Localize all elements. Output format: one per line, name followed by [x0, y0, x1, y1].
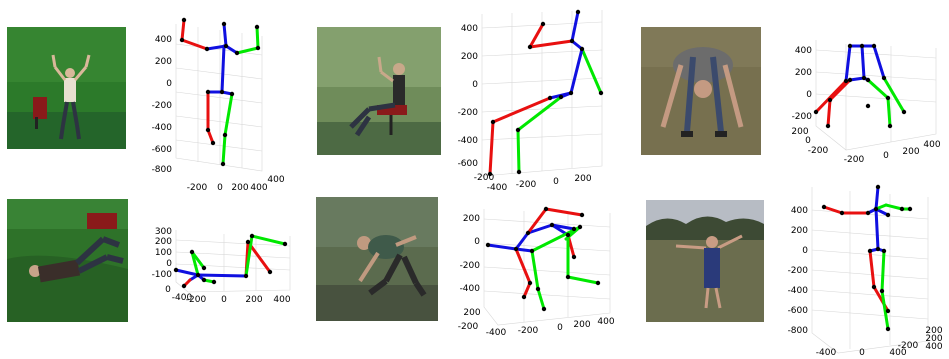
tick-label: 200 — [155, 57, 172, 67]
tick-label: -200 — [474, 173, 495, 183]
tick-label: -200 — [788, 266, 809, 276]
tick-label: 200 — [463, 214, 480, 224]
tick-label: -200 — [186, 295, 207, 305]
photo-row2-col3 — [646, 200, 764, 322]
tick-label: 0 — [859, 348, 865, 358]
tick-label: -400 — [458, 136, 479, 146]
skeleton-plot-row2-col2: 200 0 -200 -400 200 -200 -400 -200 0 200… — [450, 205, 620, 340]
tick-label: -600 — [152, 145, 173, 155]
tick-label: -200 — [458, 108, 479, 118]
tick-label: -400 — [460, 284, 481, 294]
tick-label: 400 — [889, 348, 906, 358]
skeleton-plot-row1-col3: 400 200 0 -200 200 0 -200 -200 0 200 400 — [786, 30, 949, 170]
tick-label: 400 — [791, 206, 808, 216]
tick-label: 400 — [267, 175, 284, 185]
tick-label: -800 — [788, 326, 809, 336]
tick-label: 400 — [273, 295, 290, 305]
tick-label: -200 — [844, 155, 865, 165]
photo-row2-col2 — [316, 197, 438, 321]
tick-label: 200 — [461, 52, 478, 62]
tick-label: 0 — [557, 323, 563, 333]
tick-label: -400 — [487, 183, 508, 193]
tick-label: 200 — [231, 183, 248, 191]
tick-label: -200 — [898, 341, 919, 351]
tick-label: 200 — [925, 334, 942, 344]
tick-label: 0 — [883, 151, 889, 161]
tick-label: 300 — [155, 227, 172, 237]
tick-label: -600 — [458, 159, 479, 169]
tick-label: -200 — [460, 261, 481, 271]
tick-label: 200 — [155, 237, 172, 247]
tick-label: -400 — [788, 286, 809, 296]
tick-label: 200 — [245, 295, 262, 305]
tick-label: 200 — [902, 147, 919, 157]
tick-label: 400 — [597, 317, 614, 327]
tick-label: 0 — [805, 136, 811, 146]
skeleton-plot-row1-col2: 400 200 0 -200 -400 -600 -200 -400 -200 … — [452, 6, 612, 193]
tick-label: -200 — [808, 146, 829, 156]
photo-row1-col2 — [317, 27, 441, 155]
tick-label: -200 — [187, 183, 208, 191]
tick-label: 0 — [472, 80, 478, 90]
tick-label: 100 — [155, 248, 172, 258]
tick-label: 200 — [795, 68, 812, 78]
tick-label: -600 — [788, 306, 809, 316]
tick-label: -200 — [792, 112, 813, 122]
tick-label: -800 — [152, 165, 173, 175]
tick-label: -400 — [486, 328, 507, 338]
tick-label: 0 — [806, 90, 812, 100]
tick-label: -400 — [816, 348, 837, 358]
tick-label: 400 — [250, 183, 267, 191]
tick-label: -100 — [152, 270, 173, 280]
skeleton-plot-row2-col1: 300 200 100 0 -100 0 -400 -200 0 200 400 — [140, 224, 300, 308]
tick-label: 0 — [166, 79, 172, 89]
tick-label: 400 — [795, 46, 812, 56]
tick-label: 200 — [463, 308, 480, 318]
photo-row2-col1 — [7, 199, 128, 322]
tick-label: -200 — [518, 326, 539, 336]
tick-label: 0 — [474, 237, 480, 247]
skeleton-plot-row2-col3: 400 200 0 -200 -400 -600 -800 -400 0 400… — [778, 183, 949, 359]
tick-label: 0 — [553, 177, 559, 187]
tick-label: 0 — [802, 246, 808, 256]
tick-label: -400 — [152, 123, 173, 133]
tick-label: -400 — [172, 293, 193, 303]
tick-label: 200 — [574, 174, 591, 184]
tick-label: 0 — [217, 183, 223, 191]
skeleton-plot-row1-col1: 400 200 0 -200 -400 -600 -800 -200 0 200… — [140, 6, 290, 191]
tick-label: -200 — [152, 101, 173, 111]
tick-label: 200 — [791, 226, 808, 236]
tick-label: -200 — [458, 322, 479, 332]
tick-label: 0 — [221, 295, 227, 305]
tick-label: 400 — [155, 35, 172, 45]
tick-label: -200 — [516, 180, 537, 190]
photo-row1-col1 — [7, 27, 126, 149]
tick-label: 0 — [166, 259, 172, 269]
photo-row1-col3 — [641, 27, 761, 155]
tick-label: 200 — [791, 127, 808, 137]
tick-label: 400 — [461, 24, 478, 34]
tick-label: 200 — [573, 320, 590, 330]
tick-label: 400 — [923, 140, 940, 150]
tick-label: 0 — [165, 285, 171, 295]
tick-label: 200 — [925, 326, 942, 336]
tick-label: 400 — [925, 342, 942, 352]
